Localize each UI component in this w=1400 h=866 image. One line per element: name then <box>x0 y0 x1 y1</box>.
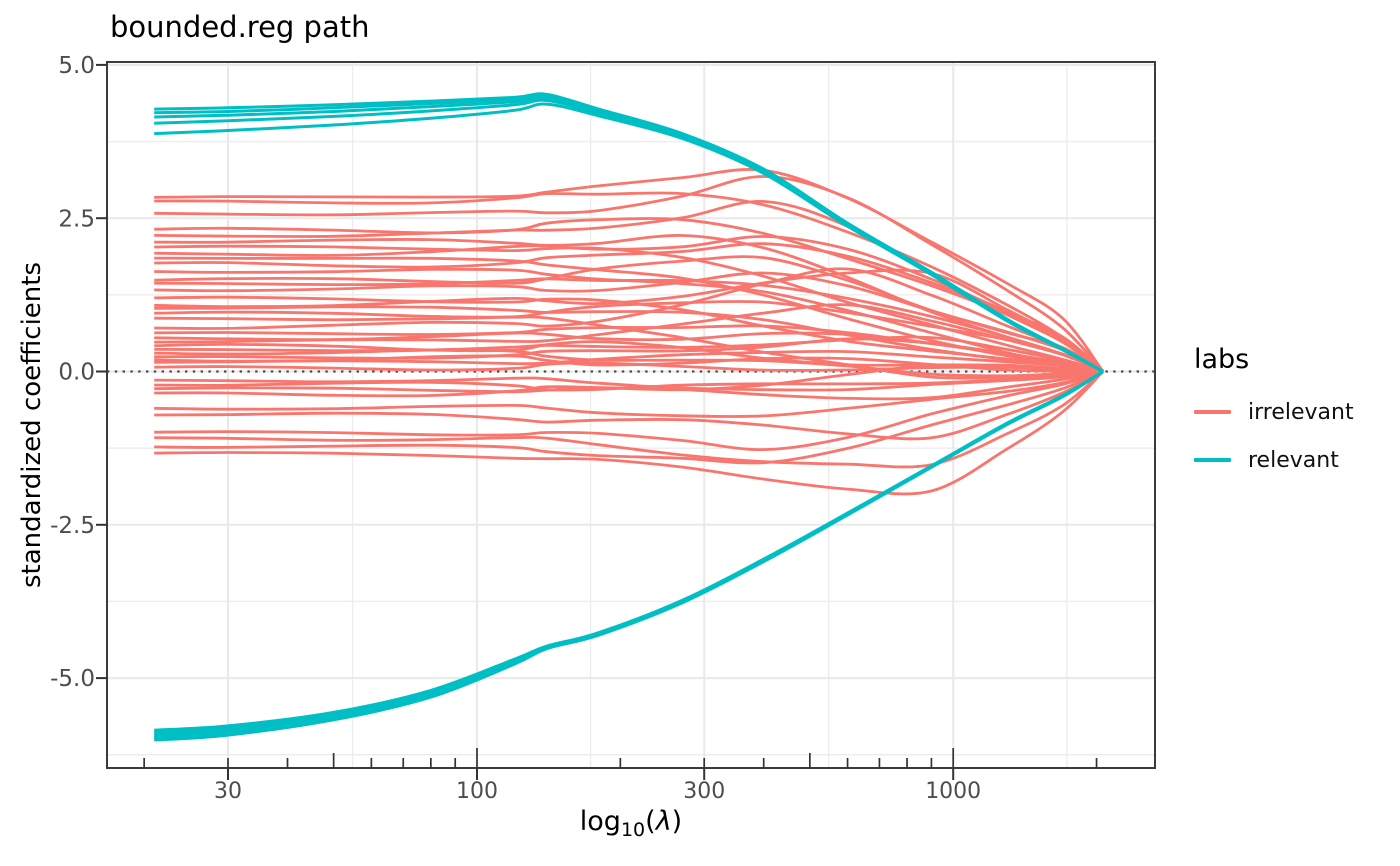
y-tick-label: -5.0 <box>50 666 95 692</box>
y-axis-label: standardized coefficients <box>17 261 47 589</box>
path-line-irrelevant <box>154 271 1104 373</box>
path-line-irrelevant <box>154 305 1104 373</box>
legend-item-label: relevant <box>1248 447 1339 473</box>
legend-item-irrelevant: irrelevant <box>1194 399 1354 425</box>
y-tick-label: 5.0 <box>58 53 95 79</box>
path-line-relevant <box>154 370 1104 742</box>
path-line-irrelevant <box>154 370 1104 441</box>
y-tick-label: -2.5 <box>50 513 95 539</box>
x-axis-label-lparen: ( <box>645 806 656 837</box>
legend-items: irrelevant relevant <box>1194 399 1354 473</box>
panel-border <box>106 61 1156 769</box>
path-line-irrelevant <box>154 363 1104 398</box>
path-line-irrelevant <box>154 370 1104 418</box>
legend-item-label: irrelevant <box>1248 399 1354 425</box>
path-line-irrelevant <box>154 168 1105 373</box>
path-line-relevant <box>154 102 1104 373</box>
path-line-irrelevant <box>154 370 1104 469</box>
path-line-irrelevant <box>154 370 1104 465</box>
legend: labs irrelevant relevant <box>1194 344 1354 495</box>
x-tick-label: 100 <box>456 779 498 804</box>
path-line-irrelevant <box>154 175 1105 373</box>
x-axis-label-rparen: ) <box>671 806 683 837</box>
path-line-irrelevant <box>154 337 1104 373</box>
path-line-irrelevant <box>154 335 1104 373</box>
legend-key-line <box>1194 458 1231 462</box>
path-line-relevant <box>154 370 1104 732</box>
plot-title: bounded.reg path <box>110 10 370 44</box>
lambda-symbol: λ <box>655 806 672 837</box>
path-line-irrelevant <box>154 191 1104 373</box>
x-axis-label-log: log <box>579 806 621 837</box>
x-axis-label-base: 10 <box>620 819 646 841</box>
x-tick-label: 300 <box>683 779 725 804</box>
path-line-irrelevant <box>154 303 1104 373</box>
x-tick-label: 30 <box>214 779 242 804</box>
path-line-irrelevant <box>154 370 1104 452</box>
path-line-irrelevant <box>154 267 1104 373</box>
path-line-irrelevant <box>154 277 1104 373</box>
legend-title: labs <box>1194 344 1250 375</box>
path-line-irrelevant <box>154 361 1104 373</box>
y-tick-label: 0.0 <box>58 360 95 386</box>
path-line-irrelevant <box>154 300 1104 373</box>
path-line-relevant <box>154 370 1104 740</box>
legend-item-relevant: relevant <box>1194 447 1354 473</box>
path-line-relevant <box>154 370 1104 737</box>
x-tick-label: 1000 <box>925 779 981 804</box>
path-line-irrelevant <box>154 349 1104 373</box>
legend-key-line <box>1194 410 1231 414</box>
path-line-irrelevant <box>154 244 1104 373</box>
path-line-irrelevant <box>154 348 1104 378</box>
y-tick-label: 2.5 <box>58 206 95 232</box>
path-line-irrelevant <box>154 370 1104 496</box>
x-axis-label: log10(λ) <box>431 806 831 841</box>
